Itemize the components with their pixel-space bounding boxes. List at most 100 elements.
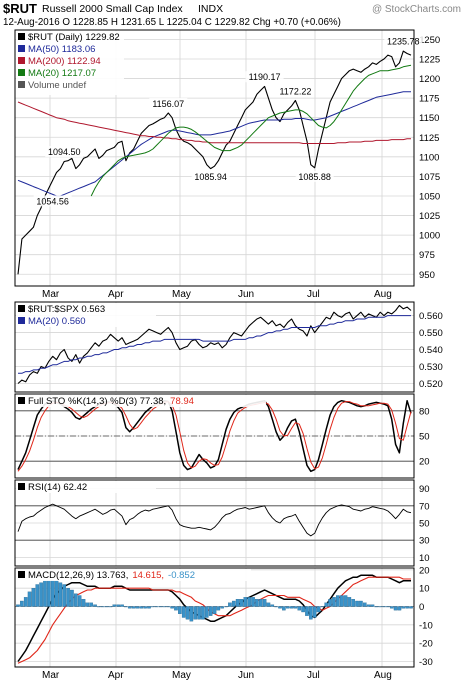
y-tick-label-price-975: 975 [419,250,435,261]
x-tick-label-bottom-May: May [172,670,191,681]
legend-bg-price [16,31,124,95]
macd-hist-bar-90 [362,602,367,607]
y-tick-label-macd-10: 10 [419,584,430,595]
macd-hist-bar-16 [77,595,82,607]
legend-entry-ratio-0: $RUT:$SPX 0.563 [28,304,105,315]
macd-hist-bar-33 [143,606,147,609]
macd-hist-bar-50 [208,606,213,616]
macd-hist-bar-85 [343,595,348,607]
series-line-price-ma50 [17,91,411,197]
macd-hist-bar-39 [166,606,171,608]
chart-title-symbol: $RUT [3,1,37,16]
frame-layer [14,29,415,668]
legend-entry-macd-0: MACD(12,26,9) 13.763, [28,570,128,581]
y-tick-label-price-1025: 1025 [419,211,440,222]
macd-hist-bar-66 [270,604,275,607]
macd-hist-bar-86 [347,597,352,607]
macd-hist-bar-88 [355,600,359,607]
macd-hist-bar-102 [409,606,413,609]
legend-swatch-macd [18,571,25,578]
y-tick-label-rsi-90: 90 [419,484,430,495]
annotation-bg-7 [384,35,423,47]
annotation-label-6: 1085.88 [298,172,331,182]
macd-hist-bar-95 [382,606,386,608]
annotation-label-3: 1085.94 [194,172,227,182]
x-tick-label-bottom-Jul: Jul [307,670,320,681]
macd-hist-bar-91 [366,604,371,607]
macd-hist-bar-35 [151,606,155,608]
watermark: @ StockCharts.com [372,4,461,15]
macd-hist-bar-83 [336,595,340,607]
macd-hist-bar-71 [289,606,294,609]
macd-hist-bar-55 [228,602,232,607]
y-tick-label-price-1200: 1200 [419,74,440,85]
macd-hist-bar-89 [359,600,363,607]
macd-hist-bar-14 [70,589,74,607]
series-line-macd-macd [17,574,411,662]
macd-hist-bar-40 [170,606,174,609]
y-tick-label-sto-80: 80 [419,406,430,417]
macd-hist-bar-13 [66,588,70,607]
y-tick-label-rsi-10: 10 [419,553,430,564]
chart-title-exchange: INDX [198,3,223,15]
y-tick-label-ratio-0.55: 0.550 [419,328,443,339]
macd-hist-bar-29 [127,606,132,609]
macd-hist-bar-25 [112,604,117,607]
macd-hist-bar-18 [85,602,90,607]
macd-hist-bar-93 [374,606,379,608]
panel-frame-macd [14,567,415,668]
macd-hist-bar-2 [23,597,28,607]
quote-line: 12-Aug-2016 O 1228.85 H 1231.65 L 1225.0… [3,17,341,28]
legend-bg-rsi [16,481,156,493]
annotation-bg-5 [276,85,315,97]
legend-layer: 1054.56 1094.50 1156.07 1085.94 1190.17 1172.… [16,31,423,581]
macd-hist-bar-22 [100,606,105,608]
y-tick-label-price-1250: 1250 [419,35,440,46]
macd-hist-bar-61 [251,597,255,607]
macd-hist-bar-26 [116,604,120,607]
y-tick-label-rsi-30: 30 [419,536,430,547]
x-tick-label-bottom-Aug: Aug [374,670,392,681]
macd-hist-bar-20 [93,604,97,607]
macd-hist-bar-45 [189,606,194,622]
y-tick-label-ratio-0.52: 0.520 [419,379,443,390]
series-line-price-price [17,50,412,275]
macd-hist-bar-27 [120,604,124,607]
y-tick-label-price-1175: 1175 [419,94,439,105]
macd-hist-bar-64 [262,599,267,607]
legend-bg-sto [16,395,266,407]
annotation-bg-6 [295,170,334,182]
macd-hist-bar-74 [301,606,305,613]
y-tick-label-rsi-50: 50 [419,519,430,530]
annotation-label-2: 1156.07 [152,99,184,109]
legend-swatch-ratio-1 [18,317,25,324]
macd-hist-bar-6 [39,582,43,607]
macd-hist-bar-94 [378,606,382,608]
legend-entry-macd-1: 14.615, [132,570,164,581]
macd-hist-bar-11 [58,582,63,607]
legend-bg-ratio [16,303,156,327]
panel-frame-rsi [14,479,415,567]
macd-hist-bar-42 [178,606,182,614]
macd-hist-bar-24 [108,606,113,608]
chart-title-name: Russell 2000 Small Cap Index [42,3,183,15]
panel-frame-price [14,29,415,287]
macd-hist-bar-60 [247,597,251,607]
y-tick-label-sto-20: 20 [419,457,430,468]
panel-frame-ratio [14,301,415,393]
y-tick-label-macd--20: -20 [419,639,433,650]
legend-swatch-rsi [18,483,25,490]
macd-hist-bar-30 [131,606,136,609]
macd-hist-bar-97 [389,606,394,609]
macd-hist-bar-53 [220,606,224,609]
macd-hist-bar-8 [47,580,51,607]
macd-hist-bar-78 [316,606,321,613]
y-tick-label-ratio-0.56: 0.560 [419,311,443,322]
macd-hist-bar-23 [104,606,109,608]
axis-label-layer: 9509751000102510501075110011251150117512… [42,35,443,681]
annotation-bg-3 [191,170,230,182]
macd-hist-bar-44 [185,606,190,620]
annotation-bg-4 [245,71,284,83]
